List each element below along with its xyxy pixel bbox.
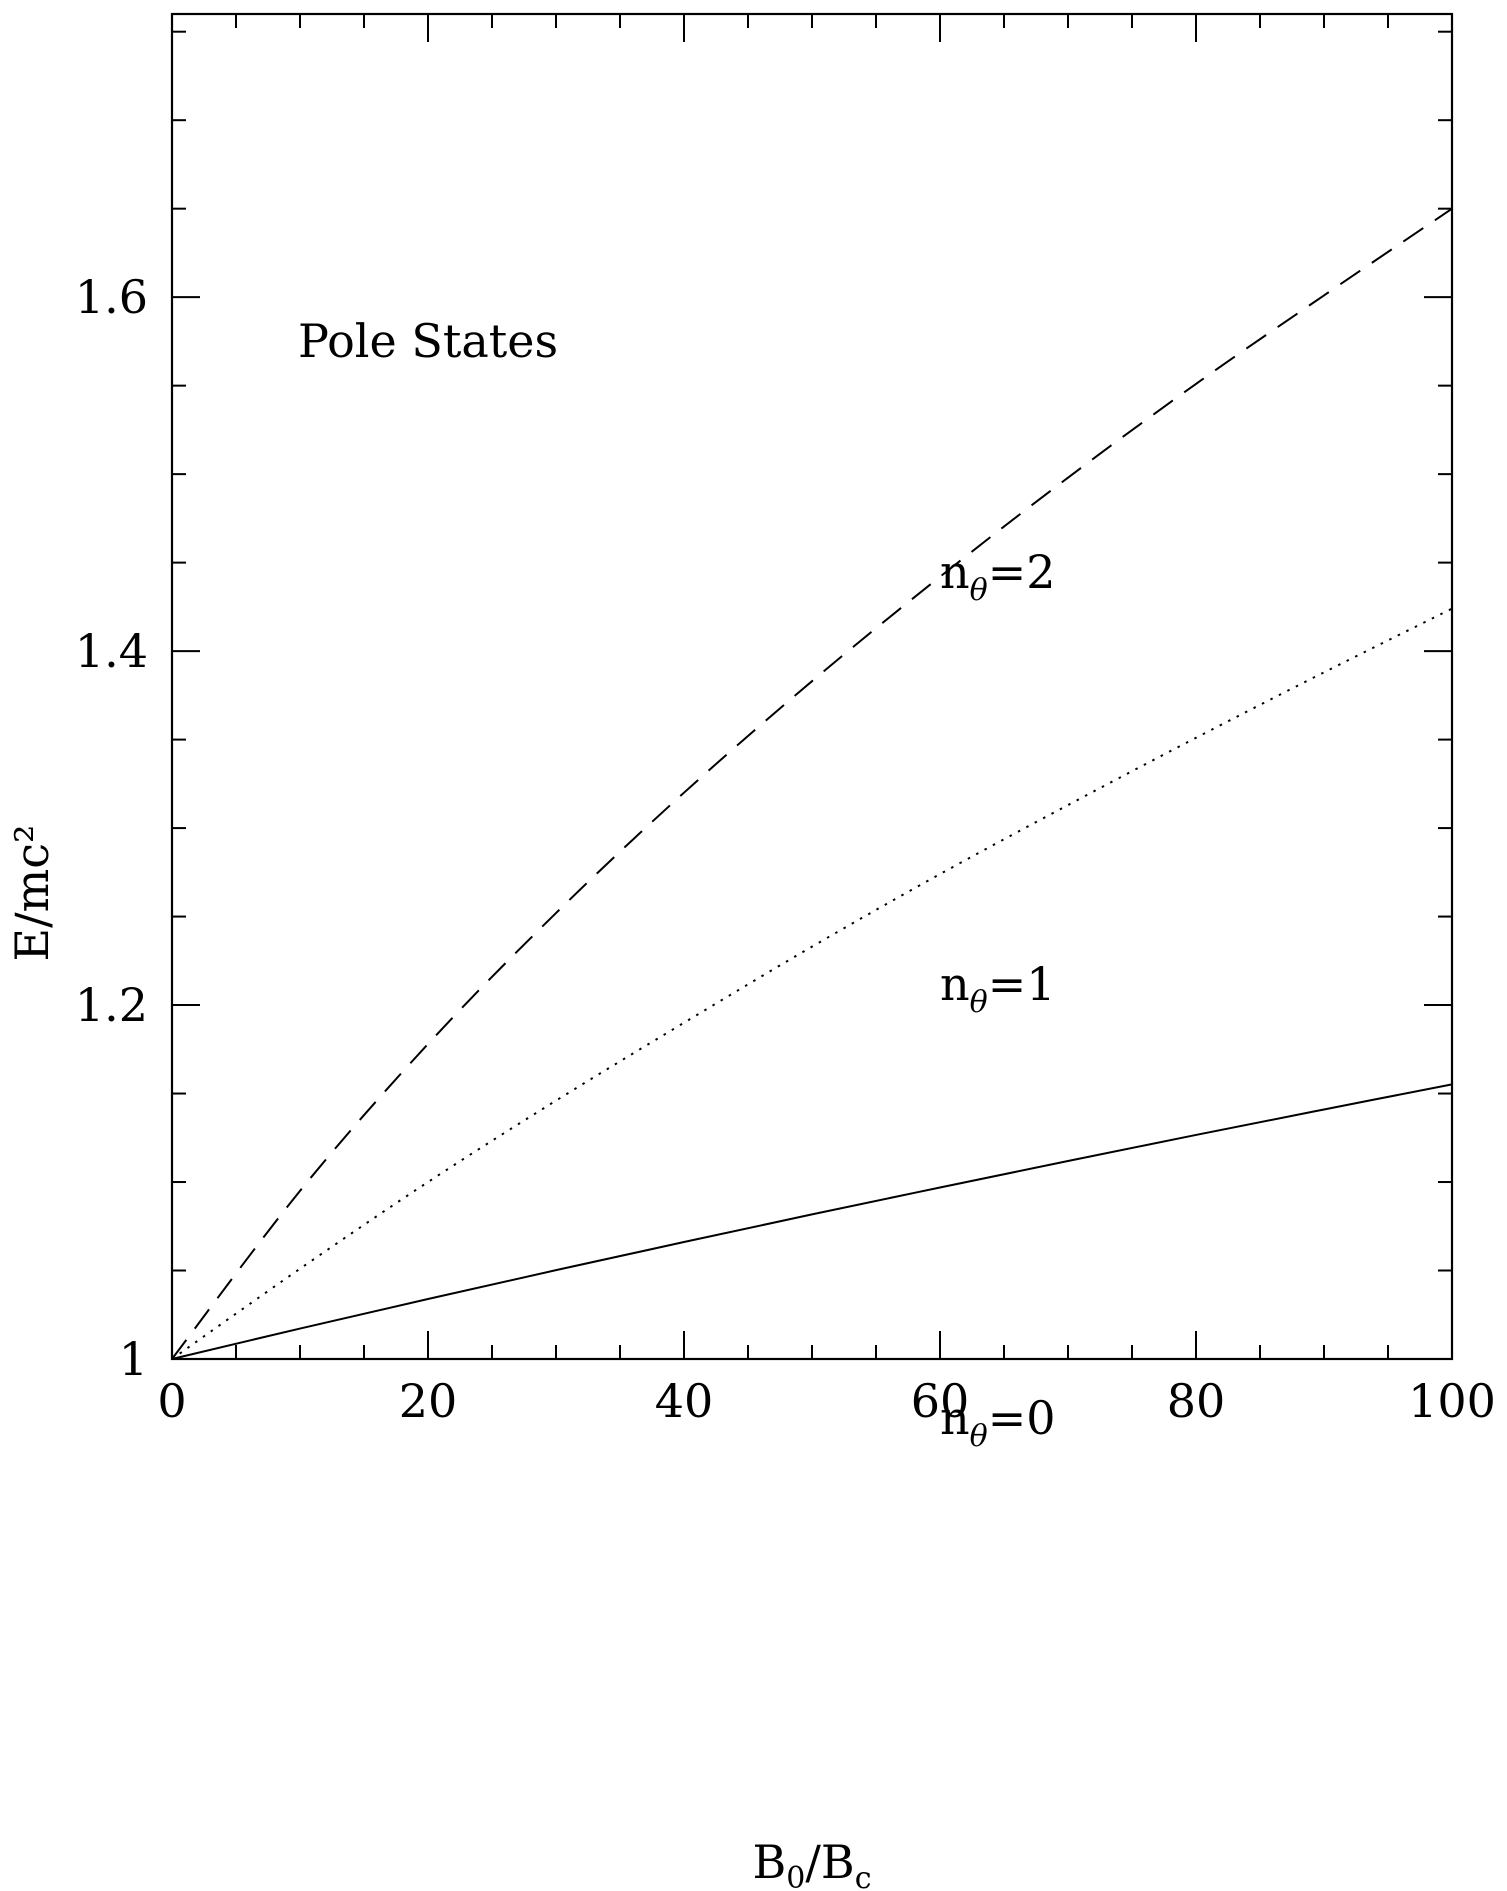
series-layer: [171, 207, 1453, 1360]
x-tick-label: 0: [157, 1374, 186, 1428]
axis-tick-labels: 0 20 40 60 80 100 1 1.2 1.4 1.6: [75, 270, 1496, 1428]
series-label-n1: nθ=1: [940, 957, 1056, 1020]
x-tick-label: 20: [399, 1374, 458, 1428]
x-tick-label: 40: [655, 1374, 714, 1428]
series-line-n0: [171, 1083, 1453, 1360]
x-axis-label: B0/Bc: [752, 1835, 871, 1891]
y-tick-label: 1: [119, 1332, 148, 1386]
series-label-n2: nθ=2: [940, 545, 1056, 608]
x-tick-label: 100: [1408, 1374, 1496, 1428]
axis-ticks: [171, 14, 1453, 1360]
x-tick-label: 80: [1167, 1374, 1226, 1428]
y-tick-label: 1.6: [75, 270, 148, 324]
pole-states-annotation: Pole States: [298, 314, 558, 368]
y-axis-label: E/mc²: [5, 825, 59, 962]
series-line-n2: [171, 207, 1453, 1360]
labels-layer: Pole States E/mc² B0/Bc nθ=0 nθ=1 nθ=2: [5, 314, 1056, 1891]
x-tick-label: 60: [911, 1374, 970, 1428]
series-label-n0: nθ=0: [940, 1391, 1056, 1454]
plot-frame: [170, 12, 1454, 1361]
y-tick-label: 1.4: [75, 624, 148, 678]
y-tick-label: 1.2: [75, 978, 148, 1032]
series-line-n1: [171, 607, 1453, 1360]
